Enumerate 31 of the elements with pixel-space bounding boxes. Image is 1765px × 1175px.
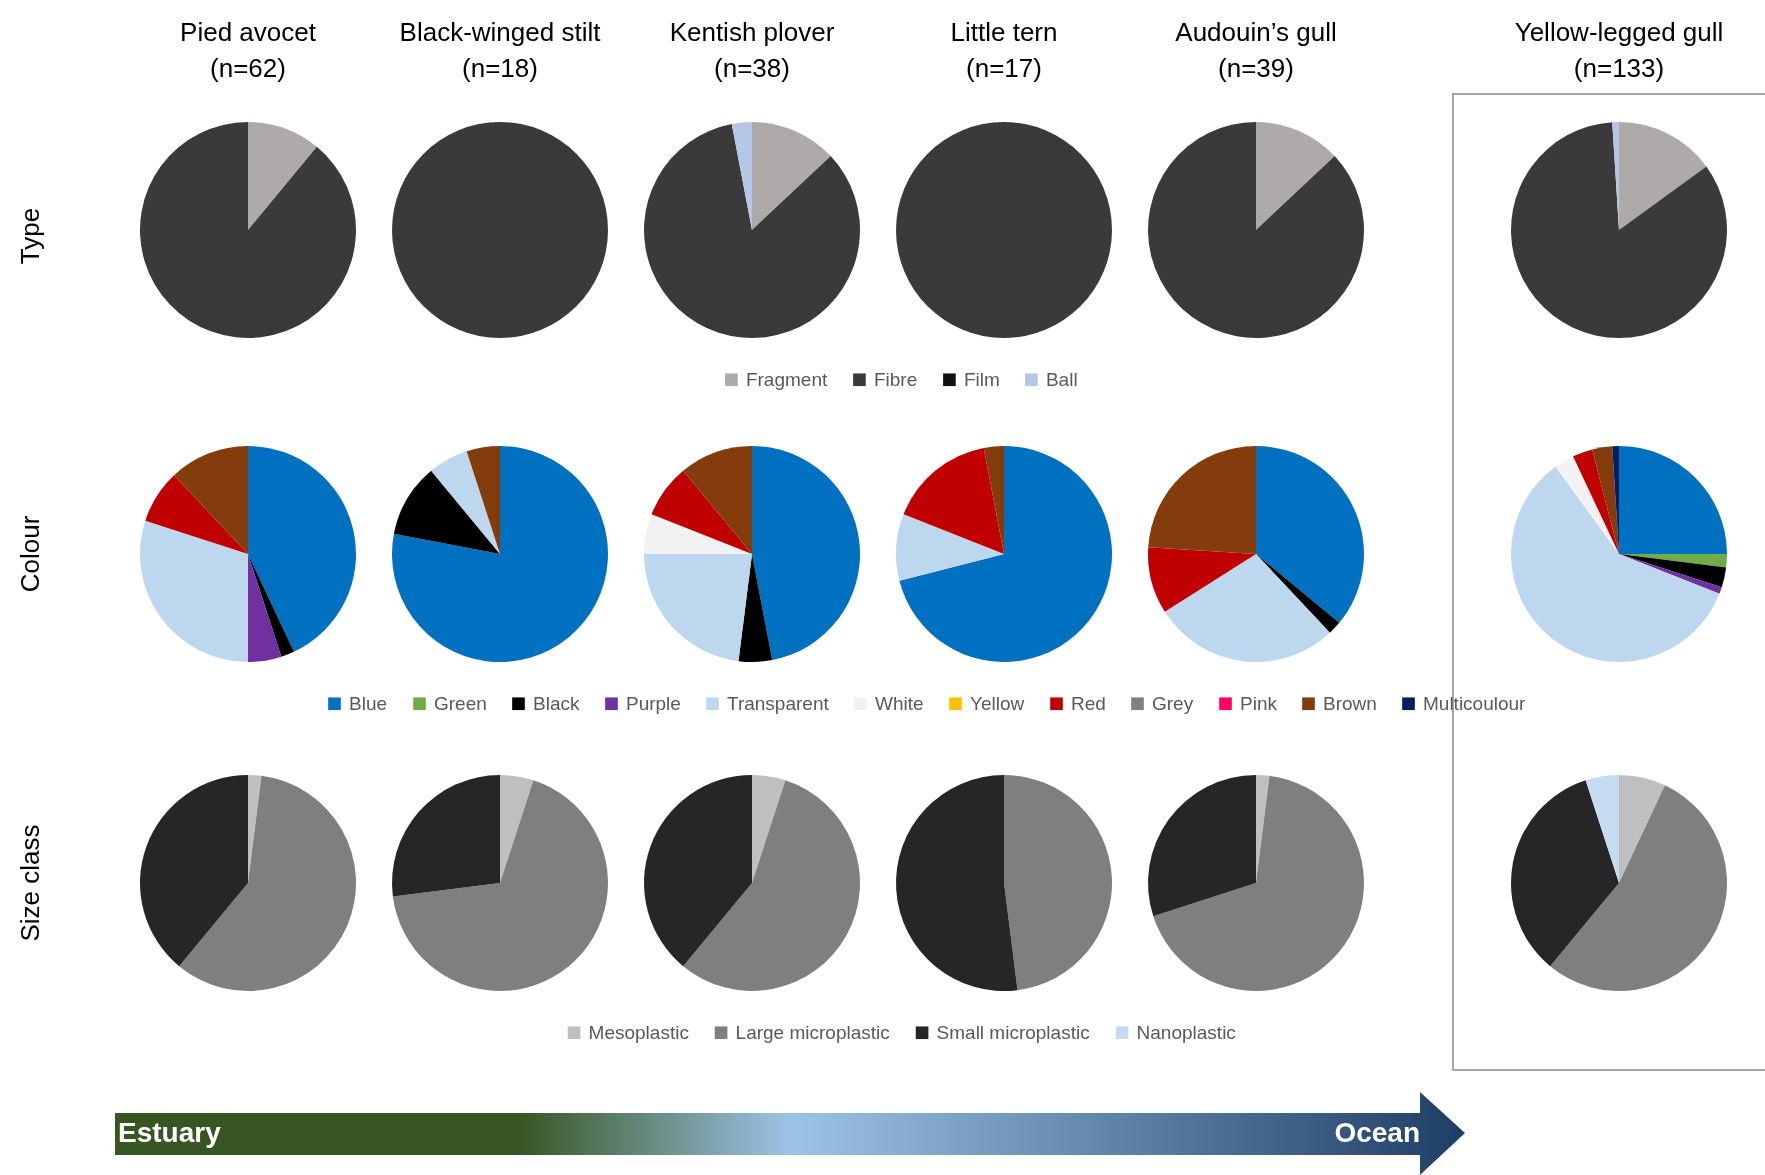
legend-label: Ball: [1045, 368, 1078, 390]
legend-label: Nanoplastic: [1136, 1021, 1236, 1043]
text: Ocean: [1334, 1116, 1420, 1150]
legend-label: Large microplastic: [735, 1021, 890, 1043]
legend-label: Grey: [1151, 692, 1194, 714]
legend-label: Yellow: [969, 692, 1025, 714]
text: Type: [15, 207, 45, 265]
slice-label: Pied avocet (n=62): [180, 17, 317, 83]
legend-label: Multicoulour: [1422, 692, 1527, 714]
legend-label: Transparent: [726, 692, 830, 714]
slice-label: Little tern (n=17): [950, 17, 1058, 83]
legend-label: Mesoplastic: [588, 1021, 689, 1043]
legend-label: Blue: [348, 692, 388, 714]
slice-label: Yellow-legged gull (n=133): [1514, 17, 1724, 83]
text: Estuary: [118, 1116, 221, 1150]
text: Colour: [15, 515, 45, 593]
legend-label: Black: [532, 692, 580, 714]
legend-label: Small microplastic: [936, 1021, 1090, 1043]
legend-label: Green: [433, 692, 487, 714]
slice-label: Audouin’s gull (n=39): [1175, 17, 1337, 83]
slice-label: Kentish plover (n=38): [669, 17, 835, 83]
legend-label: Fibre: [873, 368, 918, 390]
legend-label: Fragment: [745, 368, 828, 390]
legend-label: Red: [1070, 692, 1106, 714]
legend-label: Film: [963, 368, 1000, 390]
legend-label: Pink: [1239, 692, 1278, 714]
legend-label: Brown: [1322, 692, 1377, 714]
slice-label: Black-winged stilt (n=18): [399, 17, 602, 83]
legend-label: Purple: [625, 692, 681, 714]
text: Size class: [15, 824, 45, 942]
legend-label: White: [874, 692, 924, 714]
